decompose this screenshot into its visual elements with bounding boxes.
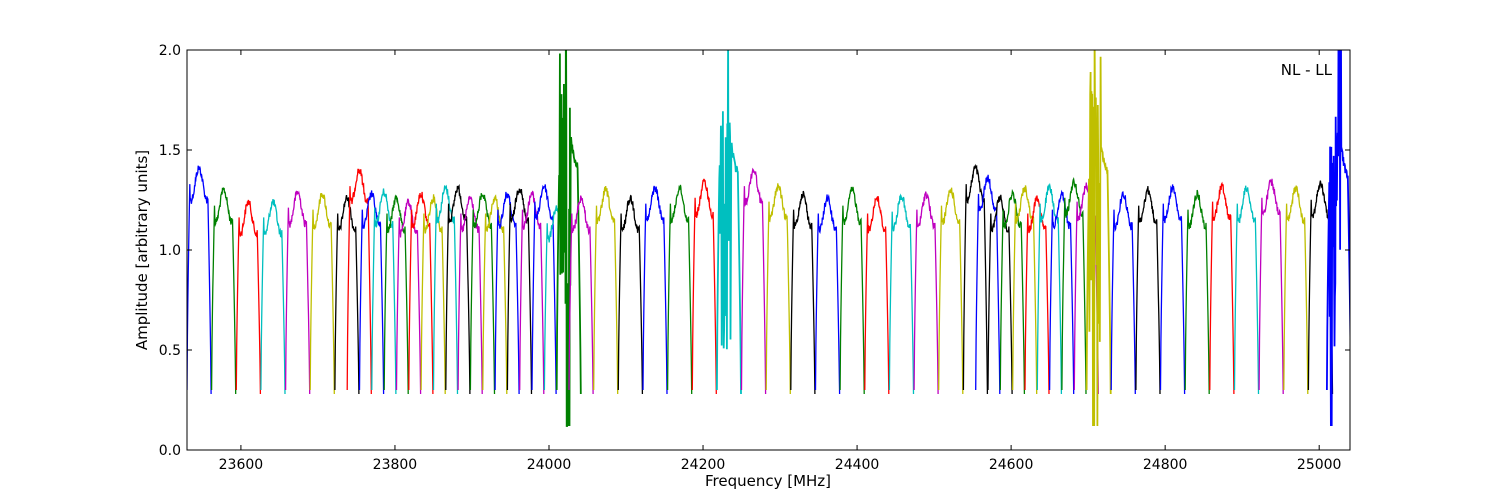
channel-line bbox=[864, 195, 890, 395]
channel-line bbox=[962, 163, 989, 395]
channel-line bbox=[999, 188, 1026, 395]
channel-line bbox=[482, 194, 508, 395]
channel-line bbox=[334, 194, 360, 395]
channel-line bbox=[913, 191, 939, 395]
channel-line bbox=[1159, 184, 1186, 395]
channel-line bbox=[1061, 177, 1087, 395]
x-tick-label: 24000 bbox=[527, 457, 572, 473]
channel-line bbox=[1024, 195, 1050, 395]
channel-line bbox=[457, 195, 483, 395]
x-tick-label: 24800 bbox=[1143, 457, 1188, 473]
channel-line bbox=[691, 178, 717, 395]
x-tick-label: 23800 bbox=[373, 457, 418, 473]
channel-line bbox=[358, 190, 385, 395]
series-layer bbox=[187, 50, 1350, 427]
channel-line bbox=[506, 188, 533, 395]
x-tick-label: 24200 bbox=[681, 457, 726, 473]
channel-line bbox=[1209, 181, 1235, 395]
channel-line bbox=[938, 187, 964, 395]
channel-line bbox=[790, 190, 816, 395]
channel-line bbox=[975, 174, 1001, 395]
channel-line bbox=[383, 194, 409, 395]
x-tick-label: 23600 bbox=[219, 457, 264, 473]
channel-line bbox=[346, 168, 372, 395]
x-tick-label: 24400 bbox=[835, 457, 880, 473]
y-tick-label: 0.5 bbox=[159, 343, 181, 359]
channel-line bbox=[642, 185, 668, 395]
y-tick-label: 1.5 bbox=[159, 143, 181, 159]
channel-line bbox=[568, 195, 594, 395]
channel-line bbox=[284, 190, 311, 395]
y-tick-label: 1.0 bbox=[159, 243, 181, 259]
tick-layer: 23600 23800 24000 24200 24400 24600 24800 25000… bbox=[159, 43, 1350, 473]
channel-line bbox=[469, 193, 496, 395]
channel-line bbox=[309, 193, 335, 395]
channel-line bbox=[519, 190, 545, 395]
channel-line bbox=[839, 186, 865, 395]
channel-line bbox=[494, 191, 520, 395]
channel-line bbox=[765, 183, 791, 395]
channel-line bbox=[260, 199, 286, 395]
y-tick-label: 2.0 bbox=[159, 43, 181, 59]
channel-line bbox=[235, 199, 262, 395]
channel-line bbox=[814, 194, 841, 395]
channel-line bbox=[593, 186, 619, 395]
channel-line bbox=[531, 184, 557, 395]
x-axis-label: Frequency [MHz] bbox=[705, 472, 831, 490]
channel-line bbox=[555, 50, 582, 427]
channel-line bbox=[1326, 50, 1350, 427]
chart-annotation: NL - LL bbox=[1281, 61, 1333, 79]
x-tick-label: 24600 bbox=[989, 457, 1034, 473]
y-axis-label: Amplitude [arbitrary units] bbox=[133, 150, 151, 350]
channel-line bbox=[445, 183, 471, 395]
channel-line bbox=[187, 165, 212, 395]
channel-line bbox=[1233, 185, 1260, 395]
channel-line bbox=[371, 188, 397, 395]
channel-line bbox=[1283, 185, 1309, 395]
channel-line bbox=[1135, 186, 1161, 395]
channel-line bbox=[617, 194, 644, 395]
channel-line bbox=[888, 193, 915, 395]
channel-line bbox=[420, 194, 446, 395]
channel-line bbox=[1110, 191, 1136, 395]
channel-line bbox=[1184, 189, 1210, 395]
channel-line bbox=[1048, 189, 1075, 395]
channel-line bbox=[408, 191, 434, 395]
channel-line bbox=[716, 50, 742, 395]
channel-line bbox=[210, 186, 237, 395]
channel-line bbox=[1258, 178, 1284, 395]
channel-line bbox=[666, 184, 693, 395]
x-tick-label: 25000 bbox=[1297, 457, 1342, 473]
channel-line bbox=[1085, 50, 1112, 427]
channel-line bbox=[395, 198, 422, 395]
channel-line bbox=[740, 167, 767, 395]
y-tick-label: 0.0 bbox=[159, 443, 181, 459]
channel-line bbox=[432, 184, 459, 395]
channel-line bbox=[987, 194, 1013, 395]
